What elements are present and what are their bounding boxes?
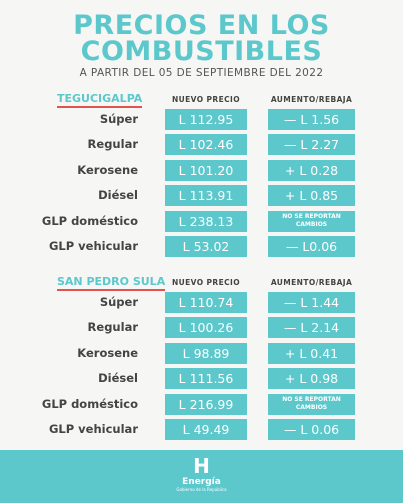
fuel-name: GLP vehicular — [48, 422, 138, 436]
change-box: — L 0.06 — [268, 419, 355, 440]
fuel-name: Súper — [99, 112, 138, 126]
price-box: L 112.95 — [165, 109, 247, 130]
price-box: L 238.13 — [165, 210, 247, 232]
subtitle: A PARTIR DEL 05 DE SEPTIEMBRE DEL 2022 — [79, 67, 324, 79]
price-box: L 216.99 — [165, 393, 247, 415]
fuel-name: Regular — [87, 320, 138, 335]
price-box: L 49.49 — [165, 419, 247, 440]
tagline: Gobierno de la República — [176, 487, 227, 492]
price-box: L 53.02 — [165, 236, 247, 257]
price-box: L 101.20 — [165, 159, 247, 181]
title: PRECIOS EN LOS — [73, 10, 330, 41]
fuel-name: Kerosene — [77, 345, 138, 360]
fuel-name: GLP doméstico — [41, 396, 138, 411]
price-box: L 113.91 — [165, 185, 247, 207]
change-box: + L 0.85 — [268, 185, 355, 207]
brand: Energía — [182, 477, 221, 487]
price-box: L 102.46 — [165, 134, 247, 156]
price-box: L 100.26 — [165, 317, 247, 339]
fuel-name: Kerosene — [77, 162, 138, 177]
change-box: — L 1.56 — [268, 109, 355, 130]
fuel-name: GLP doméstico — [41, 213, 138, 228]
change-box: + L 0.28 — [268, 159, 355, 181]
city-name: SAN PEDRO SULA — [57, 275, 166, 291]
change-box: + L 0.41 — [268, 342, 355, 364]
price-box: L 98.89 — [165, 342, 247, 364]
change-box: NO SE REPORTAN CAMBIOS — [268, 393, 355, 415]
footer: H Energía Gobierno de la República — [0, 450, 403, 503]
fuel-name: Súper — [99, 295, 138, 309]
fuel-name: GLP vehicular — [48, 239, 138, 253]
price-box: L 111.56 — [165, 368, 247, 390]
city-name: TEGUCIGALPA — [57, 92, 143, 108]
fuel-name: Diésel — [98, 371, 138, 386]
column-header: AUMENTO/REBAJA — [270, 95, 353, 104]
price-box: L 110.74 — [165, 292, 247, 313]
fuel-name: Regular — [87, 137, 138, 152]
column-header: NUEVO PRECIO — [171, 278, 240, 287]
change-box: — L 2.27 — [268, 134, 355, 156]
column-header: NUEVO PRECIO — [171, 95, 240, 104]
change-box: — L0.06 — [268, 236, 355, 257]
fuel-name: Diésel — [98, 188, 138, 203]
change-box: NO SE REPORTAN CAMBIOS — [268, 210, 355, 232]
logo: H — [193, 454, 210, 478]
change-box: — L 1.44 — [268, 292, 355, 313]
title: COMBUSTIBLES — [80, 36, 323, 67]
change-box: — L 2.14 — [268, 317, 355, 339]
column-header: AUMENTO/REBAJA — [270, 278, 353, 287]
change-box: + L 0.98 — [268, 368, 355, 390]
